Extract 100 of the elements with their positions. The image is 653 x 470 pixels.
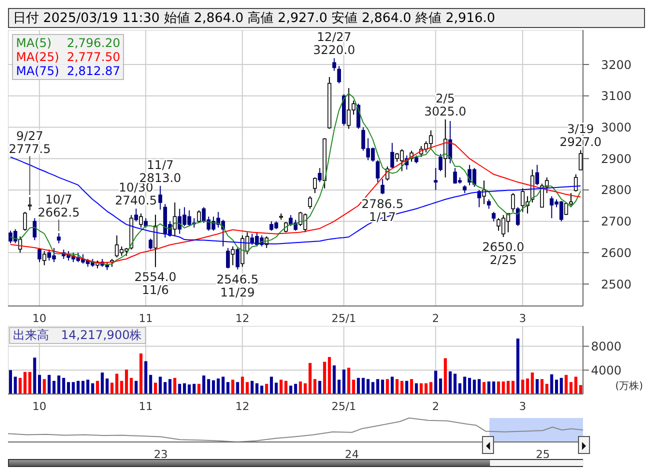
y-axis-title: (万株) [615, 380, 643, 393]
candlestick [28, 196, 32, 211]
annotation: 10/7 2662.5 [38, 192, 80, 220]
x-tick-label: 12 [235, 400, 250, 413]
candlestick [23, 211, 27, 232]
bar [405, 380, 408, 394]
bar [420, 383, 423, 394]
bar [284, 380, 288, 394]
bar [410, 379, 414, 394]
bar [226, 382, 230, 394]
x-tick-label: 10 [32, 312, 46, 325]
bar [9, 370, 12, 394]
bar [280, 380, 283, 394]
bar [400, 380, 404, 394]
bar [323, 362, 326, 394]
bar [178, 384, 182, 394]
candlestick [332, 58, 336, 72]
candlestick [376, 160, 380, 183]
bar [260, 386, 264, 394]
candlestick [578, 150, 583, 170]
bar [168, 379, 172, 394]
bar [540, 379, 544, 394]
bar [560, 378, 563, 394]
bar [250, 380, 254, 394]
bar [154, 382, 157, 394]
text: MA(5) 2,796.20 [16, 36, 120, 50]
bar [313, 379, 316, 394]
bar [240, 376, 244, 394]
bar [390, 376, 394, 394]
bar [246, 382, 249, 394]
x-tick-label: 3 [519, 312, 526, 325]
bar [130, 378, 133, 394]
x-tick-label: 25 [536, 448, 550, 461]
bar [550, 374, 554, 394]
candlestick [230, 246, 235, 266]
annotation: 2650.0 2/25 [482, 240, 524, 267]
bar [497, 381, 500, 394]
candlestick [197, 210, 201, 224]
bar [454, 374, 457, 394]
bar [521, 380, 524, 394]
bar [255, 383, 258, 394]
bar [545, 384, 548, 394]
bar [236, 382, 240, 394]
bar [28, 372, 32, 394]
candlestick [486, 198, 491, 210]
bar [33, 358, 36, 394]
x-tick-label: 25/1 [331, 312, 356, 325]
x-tick-label: 3 [519, 400, 526, 413]
x-tick-label: 2 [432, 312, 440, 325]
bar [468, 378, 472, 394]
candlestick [284, 221, 288, 233]
bar [14, 376, 17, 394]
text: MA(25) 2,777.50 [16, 50, 120, 64]
x-tick-label: 23 [154, 448, 168, 461]
y-tick-label: 2700 [601, 214, 632, 229]
x-tick-label: 12 [235, 312, 250, 325]
candlestick [438, 153, 442, 172]
bar [530, 372, 534, 394]
bar [512, 380, 515, 394]
candlestick [516, 206, 520, 227]
candlestick [434, 168, 438, 190]
candlestick [390, 142, 394, 168]
bar [134, 380, 138, 394]
y-tick-label: 2900 [601, 152, 632, 166]
candlestick [236, 247, 240, 270]
candlestick [308, 196, 312, 210]
x-tick-label: 10 [32, 400, 46, 413]
bar [424, 383, 428, 394]
bar [414, 383, 418, 394]
candlestick [139, 212, 143, 228]
bar [328, 357, 331, 394]
bar [139, 353, 142, 394]
bar [396, 379, 399, 394]
bar [444, 358, 447, 394]
bar [352, 380, 356, 394]
bar [555, 380, 558, 394]
candlestick [42, 250, 46, 266]
candlestick [492, 211, 496, 222]
bar [347, 368, 350, 394]
bar [439, 378, 442, 394]
x-tick-label: 11 [138, 312, 153, 325]
bar [81, 380, 84, 394]
annotation: 2546.5 11/29 [216, 272, 259, 300]
annotation: 9/27 2777.5 [8, 129, 51, 156]
bar [332, 365, 336, 394]
candlestick [158, 185, 162, 210]
candlestick [318, 168, 322, 183]
bar [52, 380, 56, 394]
candlestick [148, 238, 153, 250]
x-tick-label: 2 [432, 400, 440, 413]
bar [212, 380, 215, 394]
bar [66, 382, 70, 394]
bar [318, 380, 322, 394]
chart-title: 出来高 14,217,900株 [9, 327, 146, 344]
bar [526, 378, 530, 394]
bar [274, 382, 278, 394]
y-tick-label: 8000 [591, 340, 622, 354]
bar [124, 370, 128, 394]
y-tick-label: 2600 [601, 246, 632, 260]
bar [42, 379, 46, 394]
